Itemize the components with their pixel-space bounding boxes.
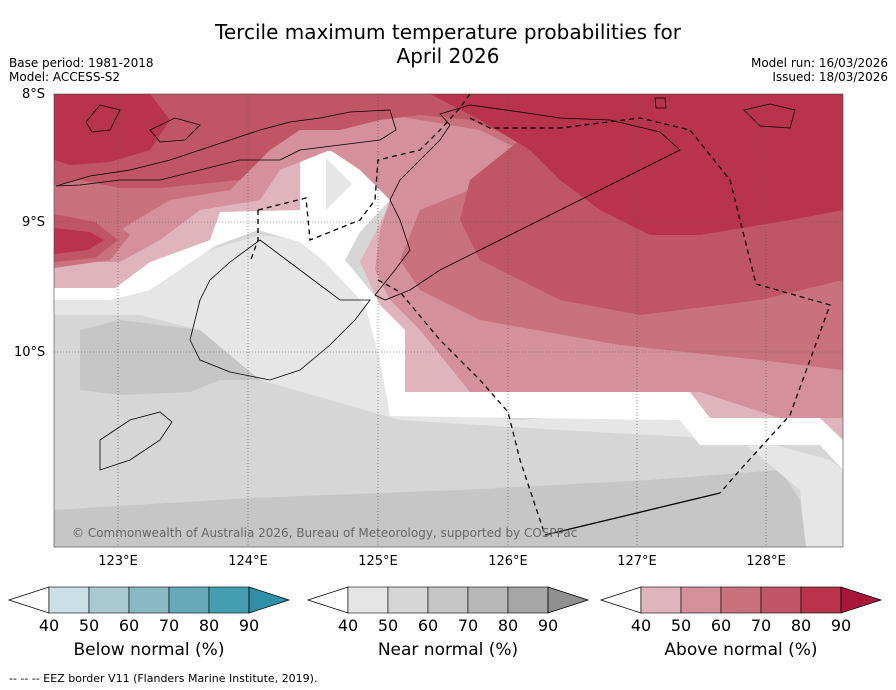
island-coast: [85, 104, 121, 133]
near-normal-colorbar-title: Near normal (%): [377, 640, 519, 660]
above-normal-colorbar-title: Above normal (%): [664, 640, 818, 660]
eez-solid-segment: [544, 492, 721, 536]
above-normal-colorbar-segment: [800, 586, 842, 614]
lon-label-127e: 127°E: [617, 554, 657, 569]
below-normal-colorbar-upper-extension: [248, 586, 291, 614]
eez-north-segment: [257, 94, 471, 241]
eez-northwest-segment: [249, 210, 259, 263]
above-normal-80-region: [430, 94, 843, 235]
lon-label-128e: 128°E: [746, 554, 786, 569]
lon-label-126e: 126°E: [488, 554, 528, 569]
near-normal-colorbar-tick-label: 50: [377, 616, 399, 635]
near-normal-colorbar-lower-extension: [306, 586, 349, 614]
chart-title: Tercile maximum temperature probabilitie…: [0, 20, 896, 68]
lat-label-10s: 10°S: [14, 345, 46, 360]
below-normal-colorbar-tick-label: 60: [118, 616, 140, 635]
near-normal-colorbar-segment: [467, 586, 509, 614]
above-normal-colorbar-tick-label: 90: [830, 616, 852, 635]
near-normal-60-south: [54, 470, 806, 547]
colorbars: [7, 586, 883, 614]
sumba-coast: [189, 239, 371, 381]
model-name: Model: ACCESS-S2: [9, 70, 121, 84]
base-period: Base period: 1981-2018: [9, 56, 154, 70]
above-normal-colorbar-tick-label: 50: [670, 616, 692, 635]
neutral-white-band: [54, 150, 843, 470]
above-normal-colorbar-segment: [720, 586, 762, 614]
near-normal-colorbar-segment: [427, 586, 469, 614]
model-run: Model run: 16/03/2026: [750, 56, 888, 70]
near-normal-colorbar-tick-label: 70: [457, 616, 479, 635]
near-normal-colorbar-tick-label: 40: [337, 616, 359, 635]
lon-label-123e: 123°E: [98, 554, 138, 569]
below-normal-colorbar-tick-label: 80: [198, 616, 220, 635]
timor-coast: [374, 104, 681, 301]
near-normal-60-west: [80, 320, 300, 395]
near-normal-small-patch: [326, 158, 352, 210]
above-normal-colorbar-tick-label: 60: [710, 616, 732, 635]
above-normal-colorbar-tick-label: 40: [630, 616, 652, 635]
above-normal-colorbar-lower-extension: [599, 586, 642, 614]
eez-east-segment: [469, 117, 831, 494]
below-normal-colorbar-lower-extension: [7, 586, 50, 614]
below-normal-colorbar-tick-label: 70: [158, 616, 180, 635]
copyright-notice: © Commonwealth of Australia 2026, Bureau…: [72, 526, 578, 540]
metadata-right: Model run: 16/03/2026 Issued: 18/03/2026: [751, 56, 888, 84]
island-coast-4: [654, 97, 667, 109]
near-normal-colorbar-segment: [387, 586, 429, 614]
near-normal-colorbar-tick-label: 60: [417, 616, 439, 635]
above-normal-colorbar-tick-label: 70: [750, 616, 772, 635]
metadata-left: Base period: 1981-2018 Model: ACCESS-S2: [9, 56, 154, 84]
lat-label-9s: 9°S: [22, 215, 46, 230]
below-normal-colorbar-tick-label: 40: [38, 616, 60, 635]
near-normal-colorbar-tick-label: 90: [537, 616, 559, 635]
below-normal-colorbar-tick-label: 50: [78, 616, 100, 635]
above-normal-colorbar-segment: [760, 586, 802, 614]
above-normal-colorbar-segment: [640, 586, 682, 614]
flores-coast: [55, 109, 397, 187]
eez-footnote: -- -- -- EEZ border V11 (Flanders Marine…: [9, 672, 318, 685]
above-normal-colorbar-upper-extension: [840, 586, 883, 614]
below-normal-colorbar-segment: [128, 586, 170, 614]
near-normal-40-band: [54, 235, 843, 547]
issued-date: Issued: 18/03/2026: [772, 70, 888, 84]
below-normal-colorbar-tick-label: 90: [238, 616, 260, 635]
above-normal-colorbar-segment: [680, 586, 722, 614]
title-line-2: April 2026: [396, 44, 500, 68]
below-normal-colorbar-segment: [168, 586, 210, 614]
lon-label-125e: 125°E: [358, 554, 398, 569]
near-normal-colorbar-upper-extension: [547, 586, 590, 614]
map-fill: [54, 94, 843, 547]
above-normal-80-west: [54, 228, 104, 254]
eez-border: [249, 94, 831, 536]
graticule: [54, 94, 843, 547]
lon-label-124e: 124°E: [228, 554, 268, 569]
island-coast-2: [149, 117, 201, 143]
near-normal-colorbar-tick-label: 80: [497, 616, 519, 635]
near-normal-colorbar-segment: [347, 586, 389, 614]
above-normal-colorbar-tick-label: 80: [790, 616, 812, 635]
eez-west-segment: [377, 279, 546, 536]
lat-label-8s: 8°S: [22, 87, 46, 102]
below-normal-colorbar-segment: [88, 586, 130, 614]
map-frame: [53, 93, 844, 548]
above-normal-80-northwest: [54, 94, 170, 165]
title-line-1: Tercile maximum temperature probabilitie…: [215, 20, 681, 44]
below-normal-colorbar-title: Below normal (%): [73, 640, 225, 660]
below-normal-colorbar-segment: [208, 586, 250, 614]
near-normal-colorbar-segment: [507, 586, 549, 614]
below-normal-colorbar-segment: [48, 586, 90, 614]
savu-coast: [99, 411, 173, 471]
island-coast-3: [743, 103, 796, 129]
coastlines: [55, 97, 796, 471]
